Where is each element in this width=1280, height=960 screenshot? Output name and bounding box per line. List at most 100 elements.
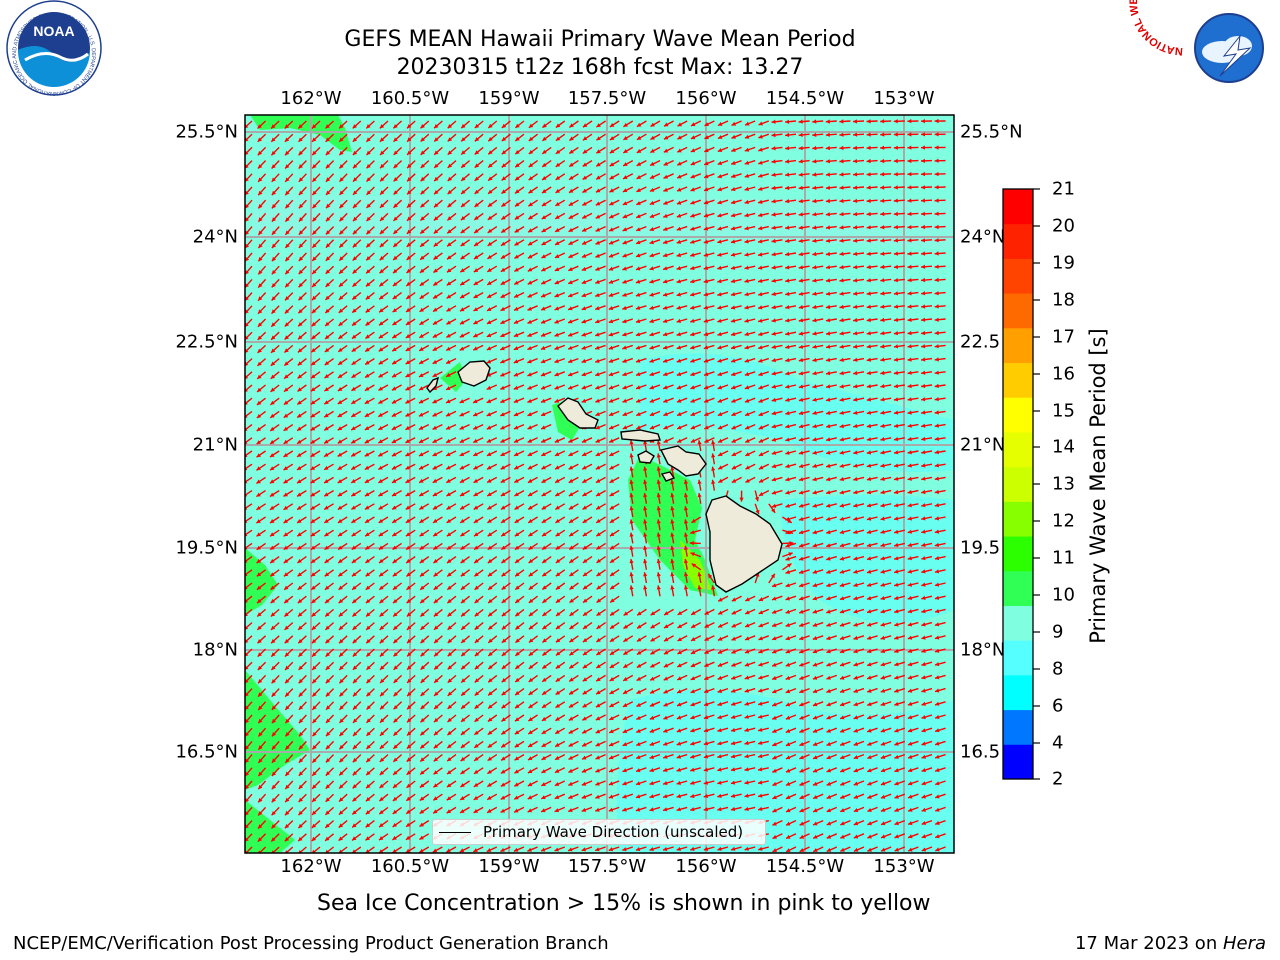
direction-arrow-head (744, 239, 749, 244)
direction-arrow-head (853, 132, 858, 137)
direction-arrow-head (866, 225, 871, 230)
direction-arrow-head (717, 148, 723, 152)
direction-arrow-head (907, 423, 912, 428)
direction-arrow-head (447, 255, 452, 260)
direction-arrow-head (758, 199, 763, 204)
direction-arrow-head (853, 291, 858, 296)
direction-arrow-head (596, 518, 601, 523)
direction-arrow-head (880, 331, 885, 336)
direction-arrow-head (676, 398, 682, 403)
direction-arrow-head (934, 489, 940, 494)
direction-arrow-head (581, 293, 587, 298)
direction-arrow-head (826, 490, 831, 495)
direction-arrow-head (285, 243, 290, 248)
direction-arrow-head (704, 425, 709, 430)
direction-arrow-head (514, 267, 519, 272)
direction-arrow-head (393, 255, 398, 260)
direction-arrow-head (312, 164, 317, 169)
direction-arrow-head (656, 479, 661, 484)
direction-arrow-head (907, 278, 912, 283)
direction-arrow-head (799, 477, 804, 482)
direction-arrow-head (364, 412, 370, 417)
direction-arrow-head (853, 476, 858, 482)
direction-arrow-head (663, 292, 668, 297)
direction-arrow-head (500, 280, 506, 285)
direction-arrow-head (683, 506, 689, 511)
direction-arrow-head (894, 516, 899, 521)
direction-arrow-head (893, 132, 898, 137)
direction-arrow-head (880, 317, 885, 323)
direction-arrow-head (676, 305, 681, 310)
direction-arrow-head (609, 478, 614, 483)
direction-arrow-head (405, 412, 410, 417)
direction-arrow-head (595, 227, 601, 232)
direction-arrow-head (405, 386, 410, 391)
direction-arrow-head (609, 175, 614, 180)
direction-arrow-head (379, 295, 384, 300)
direction-arrow-head (582, 188, 587, 193)
direction-arrow-head (744, 173, 750, 178)
direction-arrow-head (392, 518, 397, 523)
direction-arrow-head (636, 240, 641, 245)
direction-arrow-head (718, 121, 723, 126)
direction-arrow-head (459, 399, 465, 404)
direction-arrow-head (907, 317, 912, 322)
direction-arrow-head (297, 479, 302, 484)
direction-arrow-head (649, 266, 654, 271)
direction-arrow-head (257, 322, 263, 327)
direction-arrow-head (907, 251, 912, 256)
direction-arrow-head (446, 505, 451, 510)
direction-arrow-head (771, 185, 776, 191)
direction-arrow-head (785, 225, 790, 230)
direction-arrow-head (677, 412, 682, 416)
direction-arrow-head (934, 516, 940, 521)
direction-arrow-head (608, 358, 614, 363)
direction-arrow-head (921, 476, 926, 481)
direction-arrow-head (555, 136, 561, 141)
direction-arrow-head (527, 478, 533, 483)
direction-arrow-head (609, 438, 614, 443)
direction-arrow-head (703, 345, 709, 350)
direction-arrow-head (718, 438, 723, 443)
direction-arrow-head (595, 293, 600, 297)
direction-arrow (245, 410, 253, 418)
direction-arrow-head (690, 358, 695, 363)
direction-arrow-head (581, 398, 587, 403)
direction-arrow-head (432, 346, 438, 351)
direction-arrow-head (245, 322, 249, 327)
direction-arrow-head (596, 492, 601, 496)
direction-arrow-head (771, 265, 776, 270)
direction-arrow-head (326, 217, 331, 222)
direction-arrow-head (513, 398, 519, 403)
direction-arrow-head (541, 202, 547, 206)
direction-arrow-head (636, 253, 641, 258)
direction-arrow-head (608, 266, 614, 271)
direction-arrow-head (744, 278, 749, 283)
direction-arrow-head (717, 279, 722, 284)
direction-arrow-head (718, 478, 723, 483)
direction-arrow-head (690, 226, 695, 231)
direction-arrow-head (785, 516, 790, 522)
direction-arrow-head (514, 478, 519, 483)
direction-arrow-head (853, 397, 858, 402)
direction-arrow-head (663, 372, 668, 377)
direction-arrow-head (771, 411, 777, 416)
direction-arrow-head (866, 450, 872, 455)
direction-arrow-head (745, 452, 750, 456)
direction-arrow-head (623, 136, 628, 140)
direction-arrow-head (934, 410, 939, 415)
direction-arrow-head (758, 305, 763, 310)
direction-arrow-head (419, 333, 424, 338)
direction-arrow-head (880, 238, 885, 243)
direction-arrow-head (527, 398, 532, 403)
direction-arrow-head (785, 371, 790, 376)
direction-arrow-head (691, 518, 696, 523)
direction-arrow-head (758, 452, 764, 456)
direction-arrow-head (351, 399, 356, 404)
direction-arrow-head (554, 398, 559, 403)
direction-arrow-head (690, 200, 695, 205)
direction-arrow-head (825, 238, 831, 243)
direction-arrow-head (595, 452, 601, 456)
direction-arrow-head (635, 345, 641, 350)
direction-arrow-head (921, 516, 926, 521)
